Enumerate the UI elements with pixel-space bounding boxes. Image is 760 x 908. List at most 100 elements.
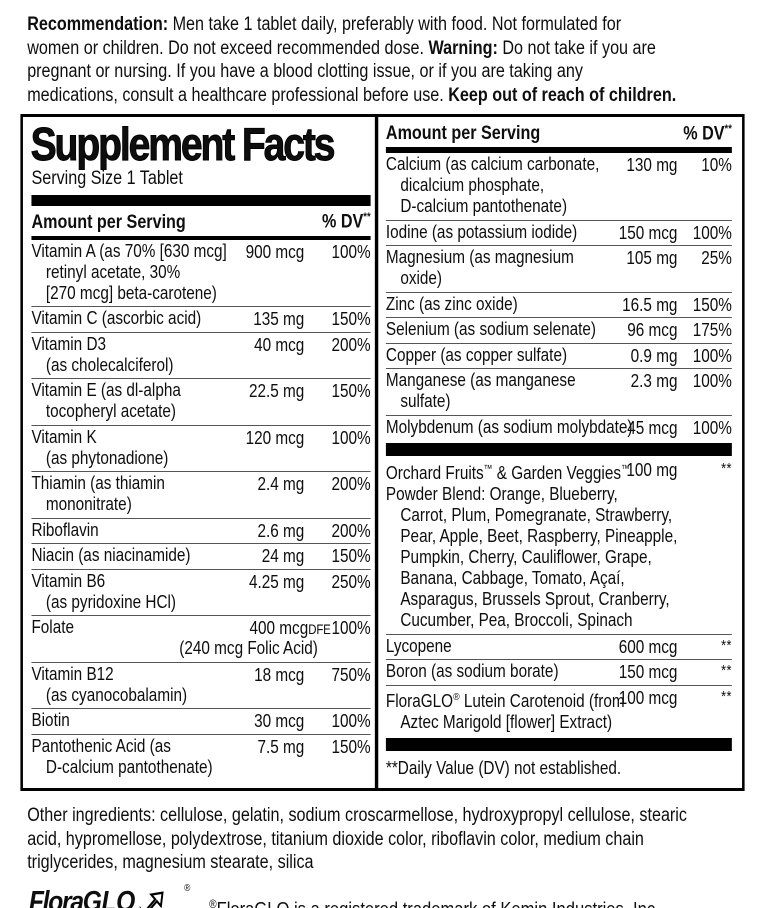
nutrient-dv: 100%	[692, 345, 732, 366]
nutrient-amount: 2.3 mg	[630, 371, 678, 392]
nutrient-row: Orchard Fruits™ & Garden Veggies™ 100 mg *…	[386, 458, 732, 634]
nutrient-name: Calcium (as calcium carbonate, dicalcium …	[385, 154, 600, 217]
text-line: medications, consult a healthcare profes…	[27, 84, 677, 106]
nutrient-name: Lycopene	[385, 635, 452, 656]
nutrient-row: Folate 400 mcgDFE 100% (240 mcg Folic Acid)	[31, 615, 371, 662]
nutrient-dv: 150%	[331, 546, 371, 567]
dv-footnote: **Daily Value (DV) not established.	[385, 758, 622, 779]
column-header-right: Amount per Serving % DV**	[386, 120, 732, 147]
nutrient-dv: 150%	[331, 381, 371, 402]
right-botanicals-rows: Orchard Fruits™ & Garden Veggies™ 100 mg *…	[385, 458, 732, 736]
logo-glo-text: GLO	[82, 885, 136, 908]
nutrient-name: Manganese (as manganese sulfate)	[385, 370, 576, 412]
nutrient-row: Vitamin E (as dl-alpha tocopheryl acetate…	[31, 378, 371, 425]
nutrient-name: Copper (as copper sulfate)	[385, 344, 568, 365]
nutrient-row: Selenium (as sodium selenate) 96 mcg 175%	[385, 317, 732, 343]
nutrient-row: Riboflavin 2.6 mg 200%	[31, 517, 371, 544]
nutrient-name: Vitamin E (as dl-alpha tocopheryl acetate…	[31, 380, 181, 422]
nutrient-row: Boron (as sodium borate) 150 mcg **	[385, 659, 732, 685]
supplement-label-page: Recommendation: Men take 1 tablet daily,…	[0, 13, 760, 908]
nutrient-dv: 150%	[692, 294, 732, 315]
nutrient-name: Vitamin A (as 70% [630 mcg] retinyl aceta…	[31, 240, 227, 303]
text-line: Other ingredients: cellulose, gelatin, s…	[27, 805, 687, 827]
nutrient-dv: 100%	[692, 371, 732, 392]
nutrient-dv: **	[721, 662, 732, 680]
nutrient-amount: 40 mcg	[254, 334, 305, 355]
dv-header-label: % DV**	[322, 211, 371, 233]
serving-size: Serving Size 1 Tablet	[31, 168, 183, 190]
separator-bar	[385, 443, 732, 457]
text-line: acid, hypromellose, polydextrose, titani…	[27, 828, 644, 850]
panel-title: Supplement Facts	[30, 118, 336, 170]
right-column: Amount per Serving % DV** Calcium (as ca…	[374, 117, 742, 789]
nutrient-name: Folate	[31, 617, 74, 638]
footer-row: FloraGLO LUTEIN ® ®FloraGLO is a registe…	[28, 883, 760, 908]
text-line: women or children. Do not exceed recomme…	[27, 37, 656, 59]
nutrient-amount: 150 mcg	[618, 222, 678, 243]
nutrient-row: Niacin (as niacinamide) 24 mg 150%	[31, 543, 371, 569]
nutrient-name: Boron (as sodium borate)	[385, 661, 559, 682]
nutrient-name: Thiamin (as thiamin mononitrate)	[31, 473, 165, 515]
blend-line: Carrot, Plum, Pomegranate, Strawberry,	[400, 505, 673, 526]
nutrient-amount: 2.4 mg	[257, 474, 305, 495]
logo-flora-text: Flora	[28, 885, 84, 908]
header-rule	[385, 147, 732, 154]
blend-line: Pumpkin, Cherry, Cauliflower, Grape,	[400, 547, 652, 568]
nutrient-dv: 100%	[692, 417, 732, 438]
nutrient-amount: 45 mcg	[627, 417, 678, 438]
nutrient-subline: (240 mcg Folic Acid)	[179, 638, 318, 659]
nutrient-dv: 200%	[331, 520, 371, 541]
floraglo-arrow-icon	[133, 887, 165, 908]
nutrient-amount: 600 mcg	[618, 636, 678, 657]
nutrient-dv: 150%	[331, 736, 371, 757]
blend-line: Pear, Apple, Beet, Raspberry, Pineapple,	[400, 526, 678, 547]
nutrient-amount: 100 mg	[626, 460, 678, 481]
nutrient-row: Zinc (as zinc oxide) 16.5 mg 150%	[385, 291, 732, 318]
nutrient-amount: 150 mcg	[618, 662, 678, 683]
nutrient-dv: 100%	[331, 618, 371, 639]
nutrient-name: Vitamin B6 (as pyridoxine HCl)	[31, 570, 176, 612]
amount-header-label: Amount per Serving	[385, 123, 541, 145]
nutrient-amount: 900 mcg	[245, 241, 305, 262]
nutrient-dv: 100%	[331, 241, 371, 262]
nutrient-row: Vitamin B12 (as cyanocobalamin) 18 mcg 750%	[31, 661, 371, 709]
other-ingredients-text: Other ingredients: cellulose, gelatin, s…	[27, 804, 760, 875]
nutrient-name: Zinc (as zinc oxide)	[385, 293, 518, 314]
nutrient-name: Iodine (as potassium iodide)	[385, 221, 578, 242]
nutrient-amount: 120 mcg	[245, 427, 305, 448]
nutrient-row: Copper (as copper sulfate) 0.9 mg 100%	[385, 342, 732, 369]
nutrient-name: Orchard Fruits™ & Garden Veggies™	[385, 463, 630, 484]
separator-bar	[31, 195, 371, 207]
left-column: Supplement Facts Serving Size 1 Tablet A…	[23, 117, 375, 788]
nutrient-name: Niacin (as niacinamide)	[31, 545, 191, 566]
nutrient-dv: 200%	[331, 474, 371, 495]
nutrient-amount: 18 mcg	[254, 664, 305, 685]
column-header-left: Amount per Serving % DV**	[31, 208, 370, 235]
nutrient-dv: 100%	[692, 222, 732, 243]
blend-line: Cucumber, Pea, Broccoli, Spinach	[400, 610, 633, 631]
nutrient-dv: 200%	[331, 334, 371, 355]
nutrient-dv: **	[721, 687, 732, 705]
dv-header-label: % DV**	[683, 123, 732, 145]
nutrient-amount: 100 mcg	[618, 687, 678, 708]
nutrient-amount: 135 mg	[253, 309, 305, 330]
nutrient-row: FloraGLO® Lutein Carotenoid (from Aztec M…	[385, 684, 732, 736]
text-line: pregnant or nursing. If you have a blood…	[27, 61, 583, 82]
nutrient-dv: 10%	[701, 155, 732, 176]
nutrient-amount: 96 mcg	[627, 320, 678, 341]
nutrient-name: Magnesium (as magnesium oxide)	[385, 247, 574, 289]
nutrient-name: Biotin	[31, 710, 70, 731]
supplement-facts-panel: Supplement Facts Serving Size 1 Tablet A…	[20, 114, 745, 792]
blend-line: Powder Blend: Orange, Blueberry,	[385, 484, 618, 505]
nutrient-dv: 150%	[331, 309, 371, 330]
text-line: triglycerides, magnesium stearate, silic…	[27, 852, 314, 874]
header-rule	[31, 235, 371, 240]
nutrient-dv: **	[721, 460, 732, 478]
nutrient-row: Magnesium (as magnesium oxide) 105 mg 25%	[385, 245, 732, 292]
nutrient-amount: 30 mcg	[254, 711, 305, 732]
nutrient-name: Vitamin D3 (as cholecalciferol)	[31, 333, 174, 375]
nutrient-row: Vitamin B6 (as pyridoxine HCl) 4.25 mg 250%	[31, 568, 371, 616]
nutrient-row: Vitamin D3 (as cholecalciferol) 40 mcg 200%	[31, 331, 371, 379]
nutrient-name: Riboflavin	[31, 519, 99, 540]
floraglo-logo: FloraGLO LUTEIN ®	[28, 883, 196, 908]
